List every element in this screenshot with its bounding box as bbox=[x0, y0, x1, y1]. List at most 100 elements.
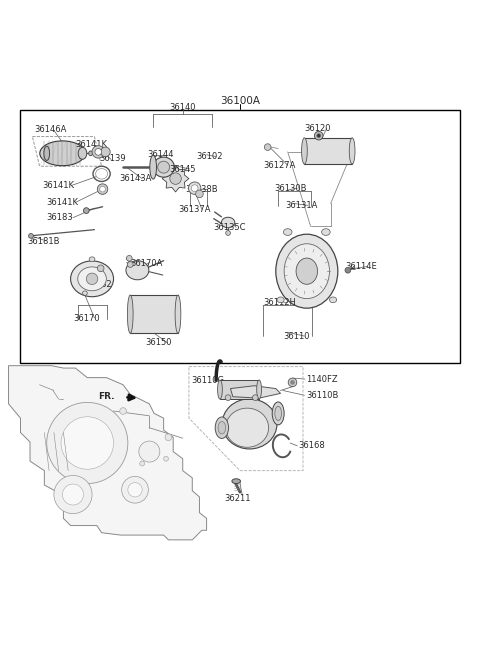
Circle shape bbox=[100, 186, 106, 192]
Text: 36170: 36170 bbox=[73, 314, 99, 324]
Circle shape bbox=[54, 476, 92, 514]
Text: 36150: 36150 bbox=[145, 338, 172, 347]
Polygon shape bbox=[9, 365, 206, 540]
Text: 36181B: 36181B bbox=[28, 237, 60, 246]
Circle shape bbox=[252, 395, 258, 400]
Ellipse shape bbox=[283, 229, 292, 235]
Bar bbox=[130, 295, 178, 333]
Text: 36114E: 36114E bbox=[345, 262, 377, 271]
Ellipse shape bbox=[40, 141, 85, 166]
Ellipse shape bbox=[44, 146, 49, 160]
Text: 36182: 36182 bbox=[85, 280, 111, 289]
Text: 36110B: 36110B bbox=[306, 391, 338, 400]
Ellipse shape bbox=[83, 291, 87, 295]
Circle shape bbox=[226, 231, 230, 235]
Ellipse shape bbox=[301, 138, 307, 164]
Circle shape bbox=[97, 184, 108, 195]
Ellipse shape bbox=[272, 402, 284, 425]
Circle shape bbox=[128, 483, 142, 497]
Circle shape bbox=[165, 434, 172, 441]
Text: 36131A: 36131A bbox=[285, 201, 318, 210]
Text: 36141K: 36141K bbox=[42, 181, 74, 190]
Text: FR.: FR. bbox=[98, 392, 114, 401]
Text: 36130B: 36130B bbox=[275, 183, 307, 193]
Ellipse shape bbox=[226, 408, 269, 447]
Text: 36146A: 36146A bbox=[35, 125, 67, 134]
Circle shape bbox=[288, 378, 297, 386]
Ellipse shape bbox=[275, 406, 281, 421]
Ellipse shape bbox=[89, 151, 93, 156]
Polygon shape bbox=[162, 165, 189, 192]
Bar bbox=[220, 380, 259, 399]
Text: 36138B: 36138B bbox=[185, 185, 218, 194]
Text: 36100A: 36100A bbox=[220, 96, 260, 106]
Circle shape bbox=[47, 402, 128, 483]
Circle shape bbox=[225, 395, 231, 400]
Circle shape bbox=[264, 143, 271, 151]
Text: 36140: 36140 bbox=[169, 103, 196, 112]
Text: 36137A: 36137A bbox=[178, 204, 210, 214]
Ellipse shape bbox=[175, 295, 181, 333]
Ellipse shape bbox=[296, 258, 318, 284]
Ellipse shape bbox=[284, 244, 329, 299]
Ellipse shape bbox=[153, 157, 174, 177]
Text: 36120: 36120 bbox=[304, 124, 331, 132]
Ellipse shape bbox=[215, 417, 228, 438]
Ellipse shape bbox=[349, 138, 355, 164]
Ellipse shape bbox=[257, 380, 262, 399]
Bar bbox=[21, 110, 459, 364]
Circle shape bbox=[84, 208, 89, 214]
Text: 36112H: 36112H bbox=[263, 298, 296, 307]
Ellipse shape bbox=[157, 161, 169, 173]
Circle shape bbox=[29, 233, 34, 238]
Text: 36170A: 36170A bbox=[130, 259, 163, 268]
Circle shape bbox=[317, 134, 321, 138]
Text: 36102: 36102 bbox=[196, 152, 223, 161]
Ellipse shape bbox=[126, 261, 149, 280]
Circle shape bbox=[170, 173, 181, 184]
Circle shape bbox=[164, 457, 168, 461]
Polygon shape bbox=[230, 386, 281, 398]
Ellipse shape bbox=[96, 168, 108, 179]
Text: 36168: 36168 bbox=[298, 441, 325, 451]
Text: 36144: 36144 bbox=[147, 150, 173, 159]
Circle shape bbox=[127, 261, 133, 267]
Circle shape bbox=[192, 185, 198, 191]
Ellipse shape bbox=[89, 257, 95, 261]
Ellipse shape bbox=[276, 234, 338, 308]
Ellipse shape bbox=[218, 422, 226, 434]
Text: 36145: 36145 bbox=[169, 164, 196, 174]
Circle shape bbox=[86, 273, 98, 284]
Circle shape bbox=[314, 132, 323, 140]
Circle shape bbox=[92, 145, 105, 158]
Ellipse shape bbox=[232, 479, 240, 483]
Circle shape bbox=[101, 147, 110, 157]
Ellipse shape bbox=[71, 261, 114, 297]
Text: 36183: 36183 bbox=[47, 214, 73, 222]
Circle shape bbox=[120, 407, 126, 415]
Circle shape bbox=[62, 484, 84, 505]
Ellipse shape bbox=[78, 147, 87, 159]
Ellipse shape bbox=[78, 267, 107, 291]
Circle shape bbox=[97, 265, 104, 272]
Circle shape bbox=[290, 381, 294, 384]
Ellipse shape bbox=[150, 155, 156, 179]
Bar bbox=[304, 138, 352, 164]
Circle shape bbox=[140, 461, 144, 466]
Text: 36135C: 36135C bbox=[214, 223, 246, 232]
Ellipse shape bbox=[322, 229, 330, 235]
Circle shape bbox=[121, 476, 148, 503]
Circle shape bbox=[189, 182, 201, 195]
Text: 36211: 36211 bbox=[225, 494, 251, 503]
Text: 36110G: 36110G bbox=[192, 377, 224, 385]
Circle shape bbox=[196, 190, 203, 198]
Ellipse shape bbox=[127, 295, 133, 333]
Ellipse shape bbox=[277, 297, 284, 303]
Circle shape bbox=[139, 441, 160, 462]
Text: 36143A: 36143A bbox=[120, 174, 152, 183]
Ellipse shape bbox=[329, 297, 336, 303]
Ellipse shape bbox=[221, 217, 235, 228]
Ellipse shape bbox=[222, 399, 277, 449]
Circle shape bbox=[95, 149, 102, 155]
Circle shape bbox=[126, 255, 132, 261]
